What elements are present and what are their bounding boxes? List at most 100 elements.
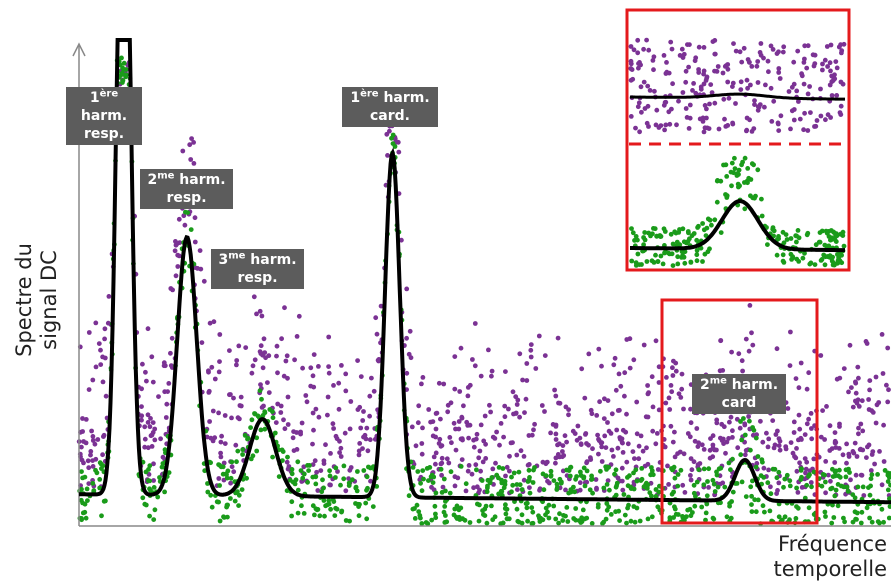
purple-point [164, 401, 170, 407]
purple-point [439, 472, 444, 478]
inset-purple-point [669, 46, 675, 52]
green-point [147, 478, 153, 484]
purple-point [489, 373, 494, 379]
purple-point [561, 453, 567, 458]
purple-point [787, 363, 793, 368]
inset-purple-point [738, 79, 744, 85]
inset-purple-point [651, 67, 656, 73]
green-point [233, 490, 239, 496]
green-point [589, 477, 594, 482]
purple-point [859, 398, 865, 404]
purple-point [318, 468, 324, 473]
purple-point [139, 386, 145, 392]
green-point [516, 469, 522, 475]
purple-point [222, 413, 228, 418]
inset-purple-point [755, 80, 761, 85]
inset-purple-point [723, 63, 729, 69]
purple-point [407, 328, 413, 334]
inset-green-point [714, 199, 720, 205]
purple-point [88, 452, 93, 458]
inset-green-point [642, 230, 648, 235]
green-point [703, 517, 708, 523]
purple-point [294, 430, 299, 435]
purple-point [804, 386, 810, 392]
purple-point [310, 441, 315, 447]
green-point [506, 516, 512, 522]
green-point [328, 506, 333, 512]
y-axis-arrow [72, 42, 86, 57]
purple-point [691, 459, 697, 465]
purple-point [575, 423, 581, 429]
purple-point [806, 370, 812, 376]
inset-purple-point [791, 59, 797, 65]
inset-green-point [658, 253, 664, 259]
inset-green-point [794, 239, 799, 245]
purple-point [409, 424, 415, 430]
purple-point [867, 387, 872, 393]
inset-green-point [675, 261, 681, 267]
purple-point [502, 403, 508, 409]
purple-point [311, 384, 317, 390]
green-point [496, 465, 502, 470]
inset-purple-point [768, 43, 774, 49]
purple-point [292, 357, 297, 363]
purple-point [579, 366, 585, 372]
purple-point [452, 354, 458, 359]
purple-point [262, 350, 268, 355]
inset-green-point [826, 243, 832, 249]
green-point [867, 492, 873, 498]
purple-point [477, 448, 483, 454]
purple-point [834, 376, 840, 382]
inset-purple-point [763, 82, 768, 88]
purple-point [101, 432, 107, 438]
purple-point [620, 487, 626, 493]
purple-point [478, 468, 483, 474]
green-point [667, 515, 673, 520]
green-point [119, 55, 124, 61]
purple-point [431, 454, 437, 460]
green-point [639, 466, 645, 471]
purple-point [707, 447, 713, 453]
inset-purple-point [631, 47, 637, 53]
purple-point [619, 478, 625, 484]
inset-purple-point [781, 44, 787, 50]
green-point [823, 479, 828, 485]
inset-purple-point [668, 39, 674, 45]
purple-point [673, 368, 679, 374]
purple-point [83, 440, 89, 446]
purple-point [636, 443, 642, 449]
green-point [711, 481, 717, 487]
green-point [634, 478, 640, 484]
inset-bottom-fit-line [630, 199, 845, 253]
purple-point [470, 357, 475, 362]
green-point [313, 474, 319, 480]
purple-point [827, 448, 833, 453]
purple-point [367, 413, 372, 419]
green-point [476, 518, 482, 524]
purple-point [699, 442, 705, 448]
green-point [426, 478, 431, 483]
green-point [217, 462, 223, 468]
purple-point [465, 468, 471, 474]
green-point [494, 472, 500, 478]
purple-point [850, 404, 856, 410]
inset-purple-point [775, 120, 781, 126]
green-point [603, 464, 609, 470]
green-point [753, 435, 759, 441]
inset-purple-point [637, 129, 642, 135]
green-point [680, 515, 686, 521]
inset-purple-point [777, 76, 783, 81]
inset-purple-point [822, 57, 828, 63]
purple-point [668, 383, 674, 388]
inset-green-point [827, 255, 833, 260]
inset-green-point [707, 246, 712, 252]
green-point [353, 501, 358, 506]
purple-point [156, 394, 161, 399]
green-point [504, 506, 510, 512]
inset-purple-point [707, 101, 712, 107]
green-point [712, 489, 718, 494]
purple-point [619, 465, 625, 471]
green-point [573, 476, 578, 482]
purple-point [566, 407, 571, 412]
green-point [703, 510, 709, 516]
